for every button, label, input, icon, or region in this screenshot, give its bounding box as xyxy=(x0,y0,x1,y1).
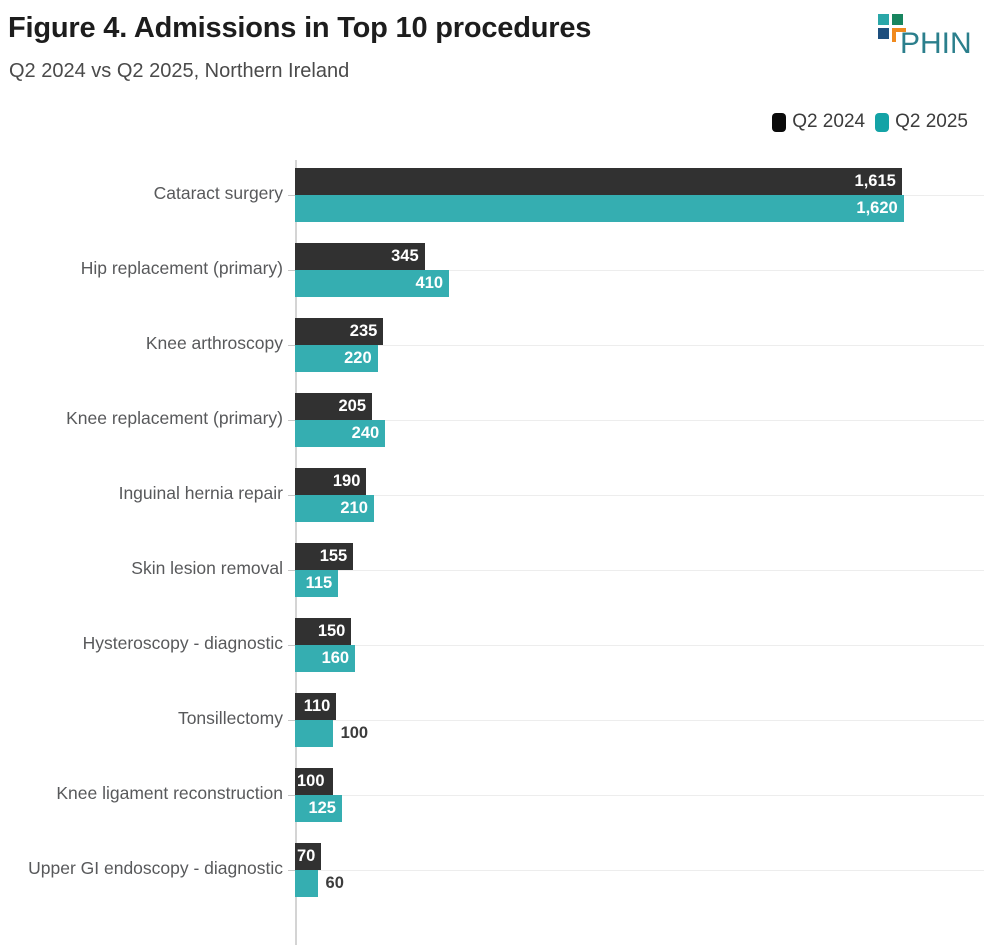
bar-value-label: 70 xyxy=(297,847,316,865)
gridline xyxy=(295,495,984,496)
gridline xyxy=(295,720,984,721)
bar-value-label: 115 xyxy=(305,574,333,592)
logo-square-blue xyxy=(878,28,889,39)
bar-previous[interactable]: 150 xyxy=(295,618,352,645)
legend-item[interactable]: Q2 2025 xyxy=(875,111,968,133)
category-label: Knee ligament reconstruction xyxy=(56,783,283,803)
legend-item-label: Q2 2024 xyxy=(792,111,866,132)
logo-square-green xyxy=(892,14,903,25)
bar-group: Knee replacement (primary) 205 240 xyxy=(0,393,984,468)
bar-previous[interactable]: 155 xyxy=(295,543,354,570)
bar-current[interactable]: 240 xyxy=(295,420,386,447)
axis-tick xyxy=(288,870,295,871)
bar-group: Hysteroscopy - diagnostic 150 160 xyxy=(0,618,984,693)
phin-logo-text: PHIN xyxy=(900,27,972,60)
bar-value-label: 210 xyxy=(340,499,368,517)
chart-header: Figure 4. Admissions in Top 10 procedure… xyxy=(0,0,984,150)
axis-tick xyxy=(288,195,295,196)
bar-value-label: 160 xyxy=(321,649,350,667)
axis-tick xyxy=(288,495,295,496)
bar-previous[interactable]: 190 xyxy=(295,468,367,495)
bar-current[interactable]: 210 xyxy=(295,495,374,522)
bar-previous[interactable]: 100 xyxy=(295,768,333,795)
category-label: Knee replacement (primary) xyxy=(66,408,283,428)
category-label: Inguinal hernia repair xyxy=(118,483,283,503)
axis-tick xyxy=(288,720,295,721)
bar-group: Knee ligament reconstruction 100 125 xyxy=(0,768,984,843)
bar-value-label: 100 xyxy=(340,724,369,742)
gridline xyxy=(295,795,984,796)
bar-previous[interactable]: 1,615 xyxy=(295,168,902,195)
bar-current[interactable] xyxy=(295,720,333,747)
bar-value-label: 150 xyxy=(317,622,346,640)
bar-value-label: 1,620 xyxy=(856,199,898,217)
chart-plot-area: Cataract surgery 1,615 1,620 Hip replacemen… xyxy=(0,160,984,945)
bar-value-label: 220 xyxy=(344,349,372,367)
bar-group: Knee arthroscopy 235 220 xyxy=(0,318,984,393)
bar-current[interactable]: 125 xyxy=(295,795,342,822)
bar-group: Hip replacement (primary) 345 410 xyxy=(0,243,984,318)
bar-value-label: 205 xyxy=(338,397,367,415)
bar-group: Tonsillectomy 110 100 xyxy=(0,693,984,768)
bar-value-label: 110 xyxy=(303,697,331,715)
bar-value-label: 345 xyxy=(391,247,419,265)
gridline xyxy=(295,870,984,871)
bar-value-label: 1,615 xyxy=(854,172,896,190)
bar-group: Inguinal hernia repair 190 210 xyxy=(0,468,984,543)
axis-tick xyxy=(288,270,295,271)
bar-value-label: 60 xyxy=(325,874,344,892)
phin-logo: PHIN xyxy=(872,14,972,60)
chart-legend: Q2 2024 Q2 2025 xyxy=(772,110,968,134)
legend-item[interactable]: Q2 2024 xyxy=(772,111,865,133)
category-label: Cataract surgery xyxy=(153,183,283,203)
gridline xyxy=(295,345,984,346)
category-label: Knee arthroscopy xyxy=(145,333,283,353)
category-label: Skin lesion removal xyxy=(131,558,283,578)
bar-current[interactable] xyxy=(295,870,318,897)
bar-group: Upper GI endoscopy - diagnostic 70 60 xyxy=(0,843,984,918)
bar-value-label: 100 xyxy=(297,772,325,790)
bar-value-label: 410 xyxy=(415,274,444,292)
logo-square-teal xyxy=(878,14,889,25)
category-label: Hysteroscopy - diagnostic xyxy=(82,633,283,653)
bar-previous[interactable]: 235 xyxy=(295,318,384,345)
category-label: Upper GI endoscopy - diagnostic xyxy=(28,858,283,878)
bar-previous[interactable]: 205 xyxy=(295,393,373,420)
page-title: Figure 4. Admissions in Top 10 procedure… xyxy=(8,12,592,44)
bar-group: Cataract surgery 1,615 1,620 xyxy=(0,168,984,243)
gridline xyxy=(295,570,984,571)
category-label: Tonsillectomy xyxy=(177,708,283,728)
chart-subtitle: Q2 2024 vs Q2 2025, Northern Ireland xyxy=(9,60,350,82)
legend-swatch-icon xyxy=(875,112,890,132)
bar-value-label: 190 xyxy=(332,472,361,490)
bar-previous[interactable]: 345 xyxy=(295,243,425,270)
legend-swatch-icon xyxy=(772,112,787,132)
axis-tick xyxy=(288,645,295,646)
axis-tick xyxy=(288,345,295,346)
gridline xyxy=(295,645,984,646)
bar-value-label: 240 xyxy=(351,424,380,442)
axis-tick xyxy=(288,795,295,796)
bar-value-label: 125 xyxy=(308,799,336,817)
bar-previous[interactable]: 70 xyxy=(295,843,322,870)
bar-current[interactable]: 220 xyxy=(295,345,378,372)
axis-tick xyxy=(288,420,295,421)
logo-bracket-orange-horizontal xyxy=(892,28,906,32)
axis-tick xyxy=(288,570,295,571)
bar-current[interactable]: 410 xyxy=(295,270,450,297)
legend-item-label: Q2 2025 xyxy=(895,111,968,132)
gridline xyxy=(295,270,984,271)
phin-logo-mark-icon xyxy=(878,14,906,42)
bar-current[interactable]: 1,620 xyxy=(295,195,904,222)
logo-bracket-orange-vertical xyxy=(892,28,896,42)
category-label: Hip replacement (primary) xyxy=(80,258,283,278)
bar-value-label: 235 xyxy=(349,322,378,340)
bar-current[interactable]: 115 xyxy=(295,570,339,597)
gridline xyxy=(295,420,984,421)
bar-previous[interactable]: 110 xyxy=(295,693,337,720)
bar-current[interactable]: 160 xyxy=(295,645,356,672)
bar-group: Skin lesion removal 155 115 xyxy=(0,543,984,618)
bar-value-label: 155 xyxy=(319,547,348,565)
